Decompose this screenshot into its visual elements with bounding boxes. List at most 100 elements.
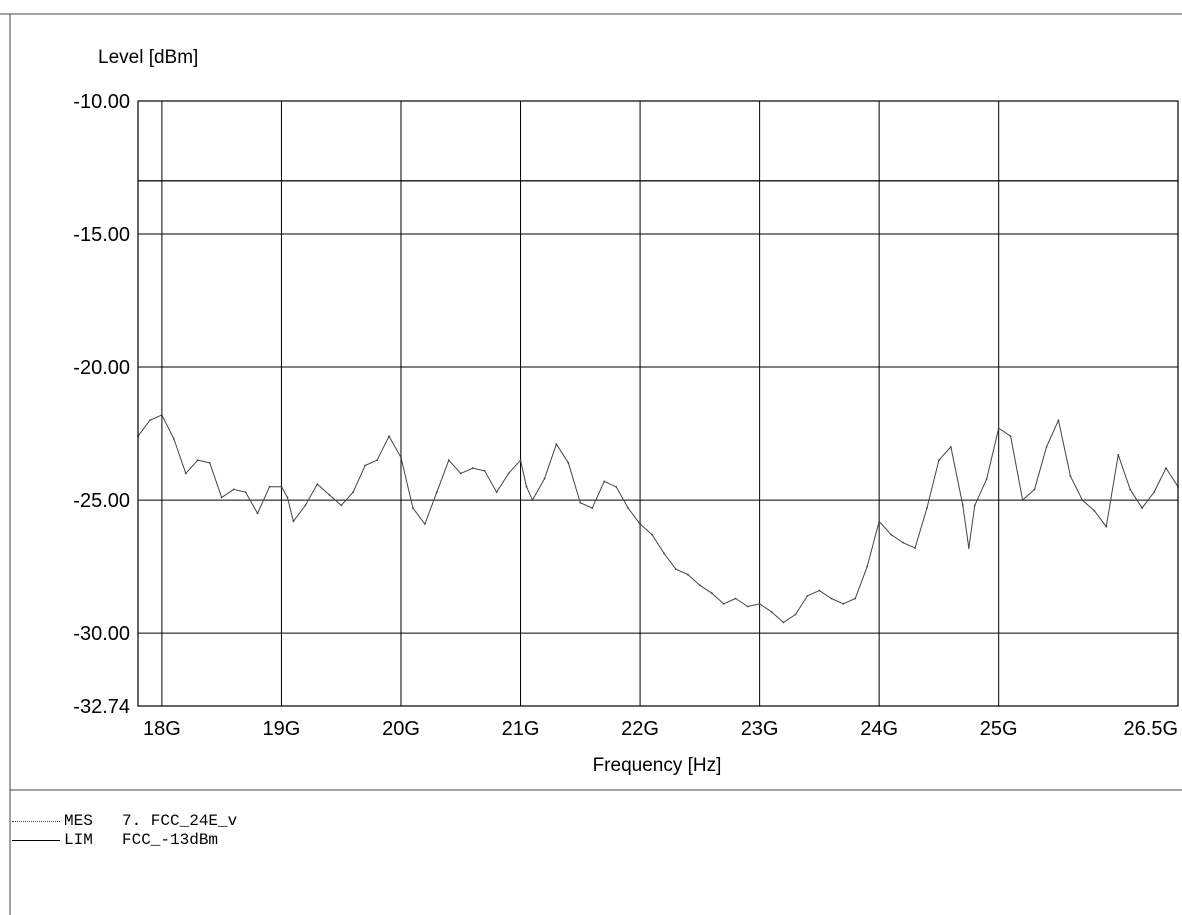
mes-point-81 <box>1069 475 1072 478</box>
mes-point-86 <box>1129 488 1132 491</box>
mes-point-39 <box>579 501 582 504</box>
mes-point-10 <box>256 512 259 515</box>
mes-point-15 <box>304 504 307 507</box>
mes-point-58 <box>806 594 809 597</box>
mes-point-19 <box>352 491 355 493</box>
mes-point-73 <box>973 504 976 507</box>
legend-name-lim: FCC_-13dBm <box>122 831 219 849</box>
y-tick-label-0: -10.00 <box>73 91 130 113</box>
mes-point-54 <box>758 602 761 605</box>
y-axis-title: Level [dBm] <box>98 47 198 68</box>
mes-point-69 <box>938 459 940 462</box>
mes-point-46 <box>663 552 665 555</box>
mes-point-29 <box>471 467 474 470</box>
mes-point-41 <box>603 480 606 483</box>
mes-point-49 <box>698 584 701 587</box>
mes-point-36 <box>543 477 546 480</box>
mes-point-80 <box>1057 419 1060 422</box>
x-tick-labels: 18G 19G 20G 21G 22G 23G 24G 25G 26.5G <box>143 718 1178 740</box>
mes-point-8 <box>232 488 235 491</box>
mes-point-24 <box>412 507 414 509</box>
mes-point-72 <box>967 547 970 549</box>
mes-point-76 <box>1009 435 1012 438</box>
x-tick-label-3: 21G <box>502 718 540 740</box>
mes-point-70 <box>949 445 952 448</box>
mes-point-52 <box>734 597 737 600</box>
x-tick-label-5: 23G <box>741 718 779 740</box>
y-tick-label-2: -20.00 <box>73 357 130 379</box>
mes-point-30 <box>483 469 486 472</box>
mes-point-35 <box>531 499 534 501</box>
mes-point-51 <box>722 602 725 605</box>
measurement-trace-layer <box>137 414 1179 624</box>
mes-point-21 <box>376 459 378 462</box>
mes-point-20 <box>364 464 367 467</box>
mes-point-78 <box>1033 488 1036 491</box>
legend-swatch-lim <box>12 839 60 841</box>
mes-point-62 <box>854 597 857 600</box>
mes-point-75 <box>997 427 1000 430</box>
mes-point-14 <box>292 520 295 523</box>
mes-point-33 <box>519 459 522 462</box>
mes-point-61 <box>842 602 845 605</box>
mes-point-67 <box>914 547 916 549</box>
mes-point-31 <box>495 491 498 493</box>
mes-point-43 <box>627 507 630 509</box>
mes-point-87 <box>1141 507 1144 509</box>
mes-point-47 <box>675 568 677 571</box>
y-tick-label-1: -15.00 <box>73 224 130 246</box>
mes-point-32 <box>507 472 510 475</box>
mes-point-77 <box>1021 499 1024 501</box>
mes-point-85 <box>1117 453 1120 456</box>
mes-point-79 <box>1045 445 1048 448</box>
mes-point-45 <box>651 533 653 536</box>
mes-point-53 <box>746 605 749 608</box>
x-tick-label-2: 20G <box>382 718 420 740</box>
mes-point-38 <box>567 461 570 464</box>
legend-tag-lim: LIM <box>64 831 93 849</box>
x-tick-label-4: 22G <box>621 718 659 740</box>
mes-point-26 <box>435 491 438 493</box>
mes-point-12 <box>280 485 283 488</box>
mes-point-11 <box>268 485 271 488</box>
mes-point-71 <box>961 504 964 507</box>
mes-point-63 <box>866 565 869 568</box>
mes-point-37 <box>555 443 558 446</box>
mes-point-42 <box>615 485 618 488</box>
x-tick-label-7: 25G <box>980 718 1018 740</box>
mes-point-68 <box>926 507 928 509</box>
x-tick-label-1: 19G <box>263 718 301 740</box>
legend-name-mes: 7. FCC_24E_v <box>122 812 238 830</box>
mes-point-7 <box>220 496 223 499</box>
mes-point-2 <box>161 414 163 416</box>
mes-point-64 <box>878 520 881 523</box>
mes-point-5 <box>196 459 199 462</box>
legend-tag-mes: MES <box>64 812 93 830</box>
mes-point-50 <box>710 592 713 595</box>
mes-point-6 <box>208 461 211 464</box>
mes-point-4 <box>184 472 187 475</box>
mes-point-60 <box>830 597 833 600</box>
mes-point-56 <box>782 621 785 624</box>
x-tick-label-6: 24G <box>860 718 898 740</box>
y-tick-label-3: -25.00 <box>73 490 130 512</box>
mes-point-28 <box>459 472 462 475</box>
mes-point-66 <box>902 541 904 544</box>
mes-point-74 <box>985 477 988 480</box>
y-tick-label-4: -30.00 <box>73 623 130 645</box>
mes-point-55 <box>770 610 773 613</box>
mes-point-65 <box>890 533 893 536</box>
mes-point-22 <box>388 435 390 438</box>
mes-point-9 <box>244 491 247 493</box>
mes-point-82 <box>1081 499 1084 501</box>
mes-point-3 <box>172 437 175 440</box>
mes-point-40 <box>591 507 594 509</box>
plot-area-border <box>137 100 1179 707</box>
mes-point-1 <box>149 419 151 422</box>
grid <box>138 100 1179 707</box>
y-tick-label-5: -32.74 <box>73 696 130 718</box>
mes-point-44 <box>639 523 641 525</box>
mes-point-57 <box>794 613 797 616</box>
